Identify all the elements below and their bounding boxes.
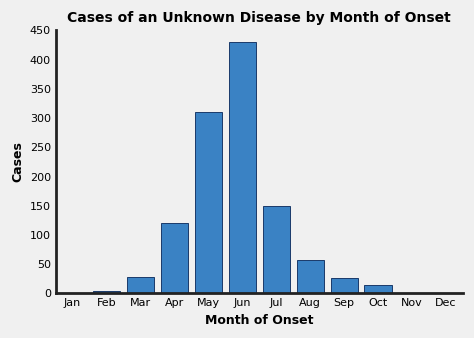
- Bar: [297, 260, 324, 293]
- Y-axis label: Cases: Cases: [11, 142, 24, 183]
- X-axis label: Month of Onset: Month of Onset: [205, 314, 313, 327]
- Bar: [195, 112, 222, 293]
- Bar: [263, 206, 290, 293]
- Bar: [161, 223, 188, 293]
- Bar: [365, 285, 392, 293]
- Title: Cases of an Unknown Disease by Month of Onset: Cases of an Unknown Disease by Month of …: [67, 11, 451, 25]
- Bar: [93, 291, 120, 293]
- Bar: [127, 277, 154, 293]
- Bar: [229, 42, 256, 293]
- Bar: [330, 278, 358, 293]
